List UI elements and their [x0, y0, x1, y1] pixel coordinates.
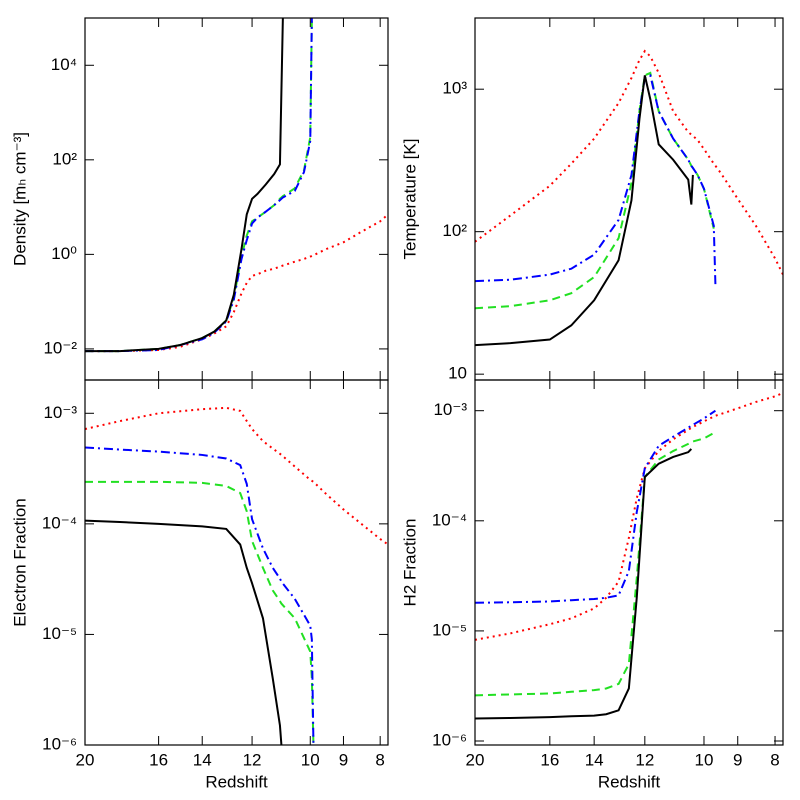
y-tick-label: 10² — [442, 221, 467, 240]
x-tick-label: 12 — [635, 750, 654, 769]
y-axis-label: Density [mₕ cm⁻³] — [10, 132, 29, 266]
plot-frame — [84, 379, 389, 746]
series-line — [85, 18, 313, 353]
series-line — [85, 18, 284, 353]
y-tick-label: 10³ — [442, 79, 467, 98]
x-tick-label: 9 — [733, 750, 742, 769]
x-axis-label: Redshift — [598, 772, 661, 791]
x-tick-label: 10 — [695, 750, 714, 769]
panel: 10⁻² 10⁰ 10² 10⁴ Density [mₕ cm⁻³] — [10, 17, 389, 381]
y-tick-label: 10⁻⁵ — [42, 624, 77, 643]
y-tick-label: 10⁰ — [51, 244, 77, 263]
x-tick-label: 16 — [149, 750, 168, 769]
series-line — [85, 406, 388, 546]
x-tick-label: 16 — [540, 750, 559, 769]
y-tick-label: 10⁻³ — [433, 400, 467, 419]
x-tick-label: 14 — [193, 750, 212, 769]
panel: 10⁻³ 10⁻⁴ 10⁻⁵ 10⁻⁶20 16 14 12 10 9 8 H2 Fraction R… — [400, 379, 784, 791]
series-line — [475, 431, 716, 697]
series-line — [475, 73, 717, 286]
series-line — [475, 409, 716, 604]
series-line — [475, 49, 783, 276]
y-tick-label: 10⁻⁴ — [432, 510, 467, 529]
x-tick-label: 20 — [466, 750, 485, 769]
x-tick-label: 8 — [375, 750, 384, 769]
series-line — [475, 75, 694, 347]
panel: 10 10² 10³ Temperature [K] — [400, 17, 784, 383]
series-line — [85, 213, 388, 353]
y-tick-label: 10 — [448, 364, 467, 383]
x-tick-label: 20 — [76, 750, 95, 769]
y-axis-label: Electron Fraction — [10, 498, 29, 627]
series-line — [475, 71, 715, 310]
y-tick-label: 10⁻⁴ — [42, 513, 77, 532]
x-tick-label: 10 — [301, 750, 320, 769]
y-tick-label: 10⁻⁶ — [432, 730, 467, 749]
plot-frame — [474, 379, 784, 746]
x-tick-label: 12 — [243, 750, 262, 769]
series-line — [85, 18, 313, 353]
x-tick-label: 8 — [770, 750, 779, 769]
plot-frame — [474, 17, 784, 381]
x-tick-label: 14 — [585, 750, 604, 769]
y-tick-label: 10² — [52, 149, 77, 168]
series-line — [85, 480, 315, 745]
panel: 10⁻³ 10⁻⁴ 10⁻⁵ 10⁻⁶20 16 14 12 10 9 8 Electron Fra… — [10, 379, 389, 791]
series-line — [475, 448, 693, 720]
y-tick-label: 10⁻² — [43, 338, 77, 357]
series-line — [85, 519, 283, 745]
y-axis-label: Temperature [K] — [400, 139, 419, 260]
series-line — [85, 446, 315, 745]
y-tick-label: 10⁻³ — [43, 403, 77, 422]
y-tick-label: 10⁴ — [51, 55, 77, 74]
plot-frame — [84, 17, 389, 381]
x-tick-label: 9 — [339, 750, 348, 769]
y-tick-label: 10⁻⁶ — [42, 734, 77, 753]
y-axis-label: H2 Fraction — [400, 519, 419, 607]
x-axis-label: Redshift — [205, 772, 268, 791]
y-tick-label: 10⁻⁵ — [432, 620, 467, 639]
